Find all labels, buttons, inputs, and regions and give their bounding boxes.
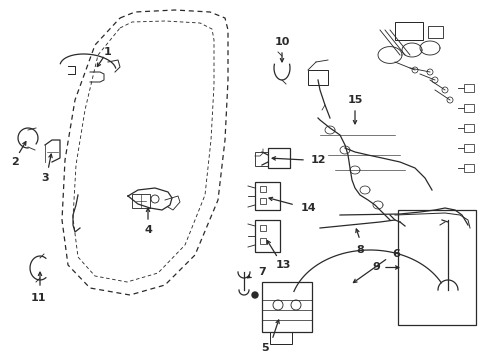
Bar [463, 84, 473, 92]
Text: 8: 8 [355, 245, 363, 255]
Bar [463, 124, 473, 132]
Bar [132, 194, 150, 208]
Text: 12: 12 [309, 155, 325, 165]
Text: 14: 14 [300, 203, 315, 213]
Bar [260, 225, 265, 231]
Bar [254, 220, 280, 252]
Bar [269, 332, 291, 344]
Bar [463, 164, 473, 172]
Text: 11: 11 [30, 293, 46, 303]
Bar [463, 144, 473, 152]
Text: 10: 10 [274, 37, 289, 47]
Bar [267, 148, 289, 168]
Text: 5: 5 [261, 343, 268, 353]
Bar [260, 198, 265, 204]
Text: 4: 4 [144, 225, 152, 235]
Text: 2: 2 [11, 157, 19, 167]
Bar [427, 26, 442, 38]
Text: 6: 6 [391, 249, 399, 259]
Bar [260, 238, 265, 244]
Bar [260, 186, 265, 192]
Bar [262, 282, 311, 332]
Text: 13: 13 [275, 260, 290, 270]
Bar [254, 182, 280, 210]
Text: 1: 1 [104, 47, 112, 57]
Circle shape [251, 292, 258, 298]
Bar [394, 22, 422, 40]
Text: 15: 15 [346, 95, 362, 105]
Bar [397, 210, 475, 325]
Bar [463, 104, 473, 112]
Text: 7: 7 [258, 267, 265, 277]
Text: 3: 3 [41, 173, 49, 183]
Bar [307, 70, 327, 85]
Text: 9: 9 [371, 262, 379, 273]
Bar [254, 152, 267, 166]
